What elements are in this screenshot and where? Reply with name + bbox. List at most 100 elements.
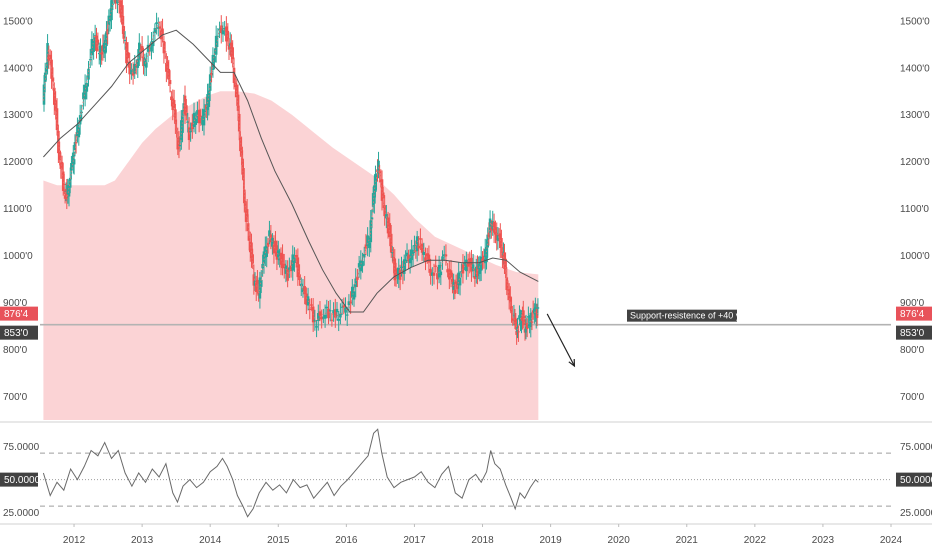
candle-body: [73, 142, 77, 151]
candle-body: [396, 277, 399, 279]
support-annotation: Support-resistence of +40 years: [627, 309, 758, 322]
candle-body: [491, 221, 495, 230]
candle-body: [247, 236, 251, 241]
candle-body: [186, 121, 190, 123]
candle-body: [419, 238, 422, 240]
candle-body: [408, 258, 412, 264]
candle-body: [128, 61, 131, 75]
candle-body: [504, 258, 507, 269]
price-tag-left-bg: [0, 306, 38, 321]
trend-arrow: [546, 313, 575, 367]
candle-body: [439, 271, 443, 276]
candle-body: [347, 301, 351, 306]
candle-body: [361, 261, 364, 267]
candle-body: [339, 313, 342, 318]
y-tick-label-left: 900'0: [3, 298, 28, 309]
candle-body: [316, 313, 320, 321]
x-tick-label: 2014: [199, 535, 222, 546]
candle-body: [92, 40, 95, 53]
candle-body: [42, 84, 46, 105]
candle-body: [219, 25, 223, 34]
candle-body: [177, 137, 181, 149]
candle-body: [223, 28, 226, 30]
candle-body: [289, 265, 293, 272]
candle-body: [166, 61, 169, 71]
candle-body: [60, 161, 64, 170]
y-tick-label-right: 1100'0: [900, 204, 929, 215]
candle-body: [274, 240, 277, 249]
candle-body: [134, 65, 138, 67]
candle-body: [196, 110, 199, 118]
candle-body: [262, 251, 266, 264]
time-axis: 2012 2013 2014 2015 2016 2017 2018 2019 2020 2021…: [63, 524, 903, 546]
candle-body: [490, 227, 493, 231]
candle-body: [436, 272, 439, 280]
candle-body: [116, 0, 119, 4]
candle-body: [342, 305, 346, 308]
candle-body: [322, 317, 325, 319]
candle-body: [492, 221, 496, 233]
y-tick-label-left: 1100'0: [3, 204, 32, 215]
candle-body: [156, 27, 160, 29]
candle-body: [211, 54, 215, 70]
candle-body: [168, 79, 172, 85]
x-tick-label: 2015: [267, 535, 290, 546]
candle-body: [143, 58, 147, 66]
candle-body: [466, 264, 470, 267]
support-annotation-text: Support-resistence of +40 years: [630, 311, 758, 321]
candle-body: [496, 235, 500, 241]
candle-body: [373, 185, 376, 204]
candle-body: [140, 45, 144, 52]
x-tick-label: 2021: [676, 535, 699, 546]
candle-body: [482, 255, 486, 262]
candle-body: [388, 223, 392, 238]
volume-profile-area: [43, 91, 539, 420]
candle-body: [356, 276, 359, 280]
candle-body: [487, 232, 491, 238]
candle-body: [231, 47, 234, 60]
support-annotation-background: [627, 309, 737, 322]
candle-body: [170, 96, 173, 101]
moving-average-line: [43, 29, 539, 313]
candle-body: [507, 288, 511, 300]
candle-body: [178, 144, 182, 146]
candle-body: [153, 28, 157, 34]
candle-body: [434, 265, 438, 267]
x-tick-label: 2019: [539, 535, 562, 546]
candle-body: [203, 111, 207, 113]
candle-body: [146, 44, 150, 52]
candle-body: [389, 233, 393, 253]
candle-body: [413, 245, 416, 247]
candle-body: [57, 130, 60, 154]
candle-body: [272, 244, 276, 254]
candle-body: [400, 266, 403, 269]
x-tick-label: 2012: [63, 535, 86, 546]
candle-body: [318, 311, 322, 316]
candle-body: [76, 124, 79, 137]
rsi-current-tag-right-bg: [896, 472, 932, 487]
candle-body: [242, 168, 245, 180]
candle-body: [123, 40, 127, 42]
candle-body: [536, 307, 540, 309]
candle-body: [375, 179, 378, 181]
y-tick-label-left: 1400'0: [3, 63, 33, 74]
candle-body: [511, 318, 515, 321]
candle-body: [417, 245, 420, 249]
candle-body: [93, 35, 97, 41]
x-tick-label: 2023: [812, 535, 835, 546]
candle-body: [535, 308, 539, 318]
candle-body: [349, 301, 352, 304]
candle-body: [251, 254, 254, 264]
price-tag-left: 876'4: [4, 309, 29, 320]
candle-body: [68, 177, 72, 188]
rsi-tick-label-left: 25.0000: [3, 508, 40, 519]
x-tick-label: 2017: [403, 535, 426, 546]
candle-body: [151, 40, 155, 47]
candle-body: [268, 230, 271, 237]
x-tick-label: 2022: [744, 535, 767, 546]
candle-body: [100, 52, 103, 55]
candle-body: [345, 314, 349, 316]
candle-body: [385, 213, 388, 219]
candle-body: [62, 183, 66, 185]
candle-body: [51, 77, 55, 82]
